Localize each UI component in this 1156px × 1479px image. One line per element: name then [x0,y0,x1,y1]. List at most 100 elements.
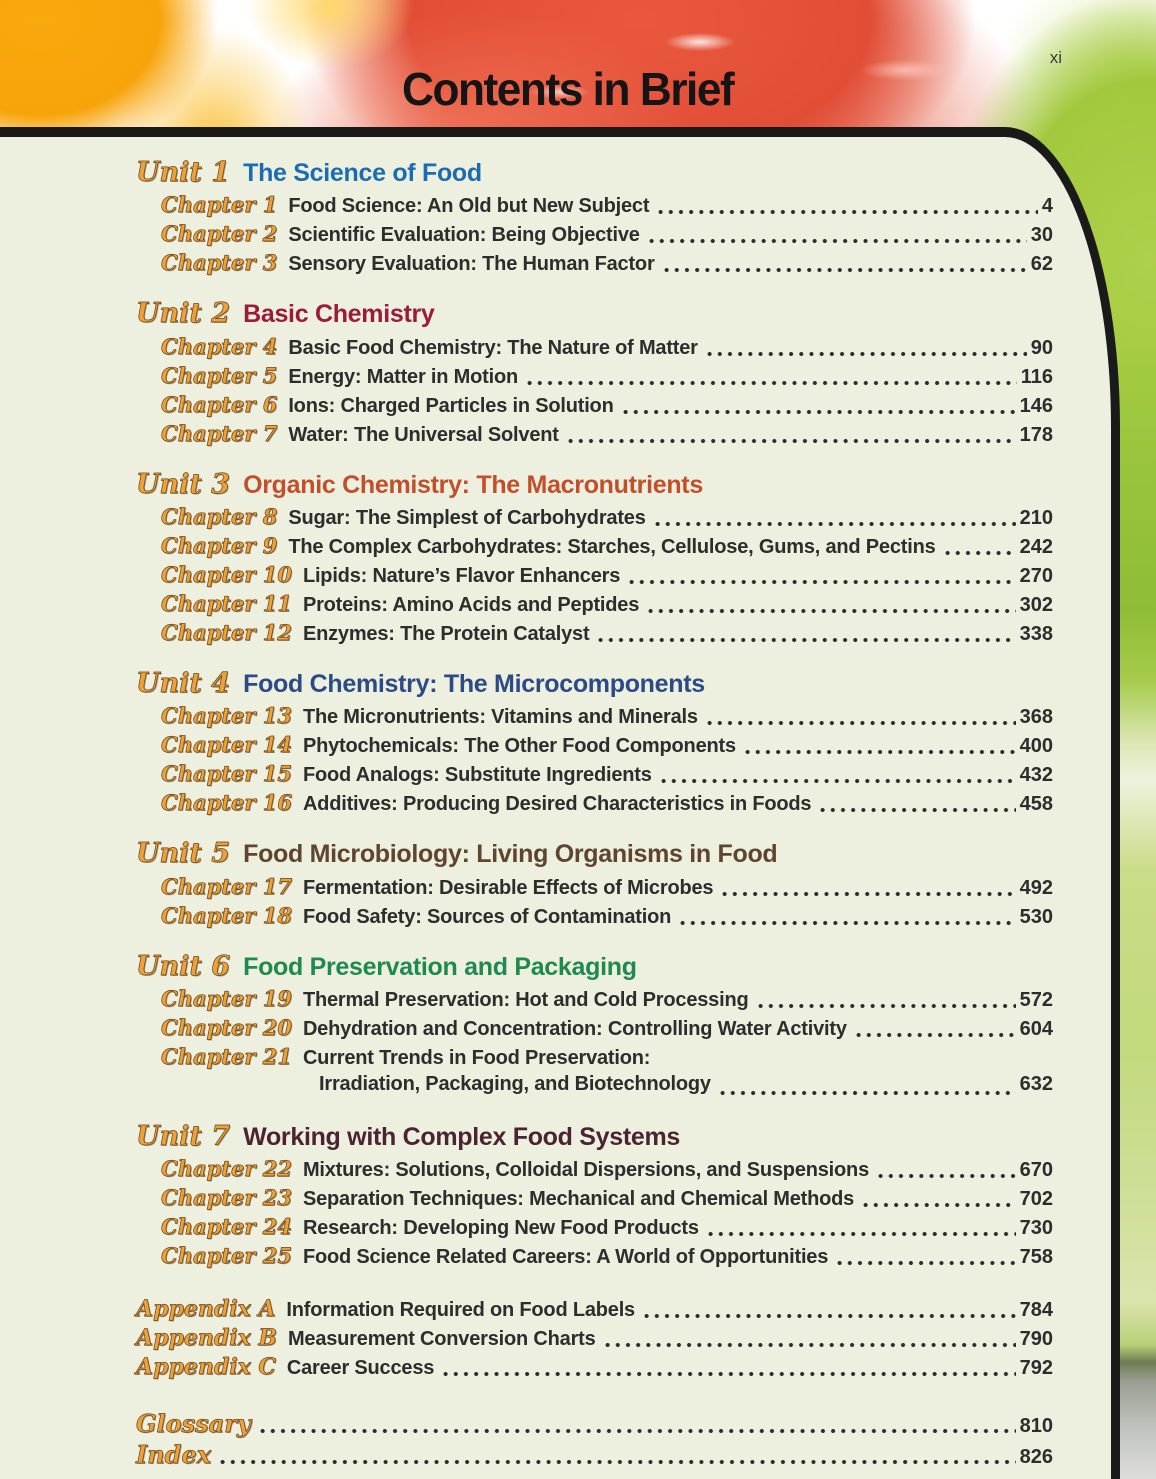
page-number: 492 [1019,876,1053,899]
unit-heading: Unit 4 Food Chemistry: The Microcomponen… [136,669,1053,698]
toc-row: Chapter 9 The Complex Carbohydrates: Sta… [136,533,1053,562]
unit-section-4: Unit 4 Food Chemistry: The Microcomponen… [136,669,1053,819]
chapter-title: Separation Techniques: Mechanical and Ch… [302,1188,855,1211]
chapter-title: The Complex Carbohydrates: Starches, Cel… [288,536,936,559]
appendix-label: Appendix C [136,1354,277,1381]
chapter-label: Chapter 8 [161,504,278,530]
chapter-title: Thermal Preservation: Hot and Cold Proce… [302,989,749,1012]
toc-row: Chapter 22 Mixtures: Solutions, Colloida… [136,1156,1053,1185]
page-number: 458 [1019,793,1053,816]
chapter-title: Water: The Universal Solvent [288,423,559,446]
chapter-title: Phytochemicals: The Other Food Component… [302,735,736,758]
page-title: Contents in Brief [402,63,735,115]
chapter-label: Chapter 17 [161,873,293,899]
dot-leader [837,1260,1016,1267]
dot-leader [604,1342,1016,1349]
page-number: 632 [1019,1073,1053,1096]
chapter-label: Chapter 23 [161,1185,293,1211]
unit-label: Unit 2 [136,298,231,330]
chapter-title: Basic Food Chemistry: The Nature of Matt… [288,336,698,359]
appendix-label: Appendix A [136,1296,276,1323]
chapter-label: Chapter 10 [161,562,293,588]
unit-section-1: Unit 1 The Science of Food Chapter 1 Foo… [136,158,1053,279]
chapter-label: Chapter 11 [161,591,293,617]
chapter-label: Chapter 20 [161,1015,293,1041]
page-number: 4 [1041,195,1053,218]
chapter-title: Sugar: The Simplest of Carbohydrates [288,507,646,530]
unit-label: Unit 7 [136,1121,231,1153]
chapter-label: Chapter 1 [161,192,278,218]
chapter-label: Chapter 19 [161,986,293,1012]
chapter-label: Chapter 3 [161,250,278,276]
chapter-title: Research: Developing New Food Products [302,1217,699,1240]
toc-row: Chapter 2 Scientific Evaluation: Being O… [136,221,1053,250]
table-of-contents: Unit 1 The Science of Food Chapter 1 Foo… [0,137,1111,1471]
page-number: 400 [1019,735,1053,758]
unit-title: Basic Chemistry [243,300,435,329]
page-number: 810 [1019,1415,1053,1438]
chapter-title: Mixtures: Solutions, Colloidal Dispersio… [302,1159,869,1182]
contents-panel: Unit 1 The Science of Food Chapter 1 Foo… [0,127,1120,1479]
chapter-title: Food Science: An Old but New Subject [288,195,650,218]
unit-label: Unit 3 [136,468,231,500]
dot-leader [855,1032,1016,1039]
unit-section-2: Unit 2 Basic Chemistry Chapter 4 Basic F… [136,298,1053,449]
chapter-title: Sensory Evaluation: The Human Factor [288,253,655,276]
page-number: 604 [1019,1018,1053,1041]
unit-heading: Unit 2 Basic Chemistry [136,298,1053,330]
chapter-title: Food Safety: Sources of Contamination [302,905,672,928]
chapter-label: Chapter 15 [161,761,293,787]
unit-heading: Unit 7 Working with Complex Food Systems [136,1121,1053,1153]
dot-leader [820,807,1016,814]
chapter-title: Fermentation: Desirable Effects of Micro… [302,876,714,899]
chapter-label: Chapter 12 [161,620,293,646]
dot-leader [706,720,1016,727]
unit-title: The Science of Food [243,159,482,187]
toc-row: Chapter 6 Ions: Charged Particles in Sol… [136,391,1053,421]
dot-leader [663,267,1027,274]
chapter-title: Ions: Charged Particles in Solution [288,394,614,417]
chapter-title: Energy: Matter in Motion [288,365,518,388]
dot-leader [658,209,1038,216]
toc-row: Appendix B Measurement Conversion Charts… [136,1325,1053,1354]
unit-heading: Unit 5 Food Microbiology: Living Organis… [136,839,1053,868]
appendix-title: Measurement Conversion Charts [287,1328,596,1351]
toc-row: Index 826 [136,1440,1053,1471]
toc-row: Chapter 17 Fermentation: Desirable Effec… [136,873,1053,903]
page-number: 368 [1019,706,1053,729]
page-number: 242 [1019,536,1053,559]
dot-leader [648,238,1027,245]
chapter-label: Chapter 4 [161,333,278,359]
chapter-title: Food Science Related Careers: A World of… [302,1246,829,1269]
chapter-label: Chapter 9 [161,533,278,559]
toc-row: Chapter 1 Food Science: An Old but New S… [136,192,1053,221]
toc-row: Chapter 21 Current Trends in Food Preser… [136,1044,1053,1073]
toc-row: Chapter 11 Proteins: Amino Acids and Pep… [136,591,1053,620]
toc-row: Chapter 18 Food Safety: Sources of Conta… [136,902,1053,932]
page-number: 730 [1019,1217,1053,1240]
page-number: 30 [1030,224,1053,247]
page-number: 432 [1019,764,1053,787]
unit-label: Unit 6 [136,950,231,982]
page-number: 90 [1030,336,1053,359]
chapter-label: Chapter 6 [161,391,278,417]
glossary-label: Glossary [136,1409,251,1439]
page-number: 146 [1019,394,1053,417]
page-number: 116 [1020,365,1053,388]
chapter-title: The Micronutrients: Vitamins and Mineral… [302,706,698,729]
unit-heading: Unit 6 Food Preservation and Packaging [136,950,1053,982]
chapter-title: Proteins: Amino Acids and Peptides [302,594,640,617]
toc-row: Chapter 25 Food Science Related Careers:… [136,1243,1053,1272]
dot-leader [863,1202,1016,1209]
chapter-label: Chapter 22 [161,1156,293,1182]
unit-section-3: Unit 3 Organic Chemistry: The Macronutri… [136,468,1053,649]
chapter-label: Chapter 14 [161,732,293,758]
toc-row: Glossary 810 [136,1409,1053,1440]
page-number: 792 [1019,1357,1053,1380]
unit-title: Working with Complex Food Systems [243,1123,681,1152]
unit-title: Food Preservation and Packaging [243,952,637,981]
page-number: 302 [1019,594,1053,617]
toc-row-continuation: Irradiation, Packaging, and Biotechnolog… [136,1073,1053,1102]
dot-leader [707,1231,1016,1238]
page-number: 270 [1019,565,1053,588]
